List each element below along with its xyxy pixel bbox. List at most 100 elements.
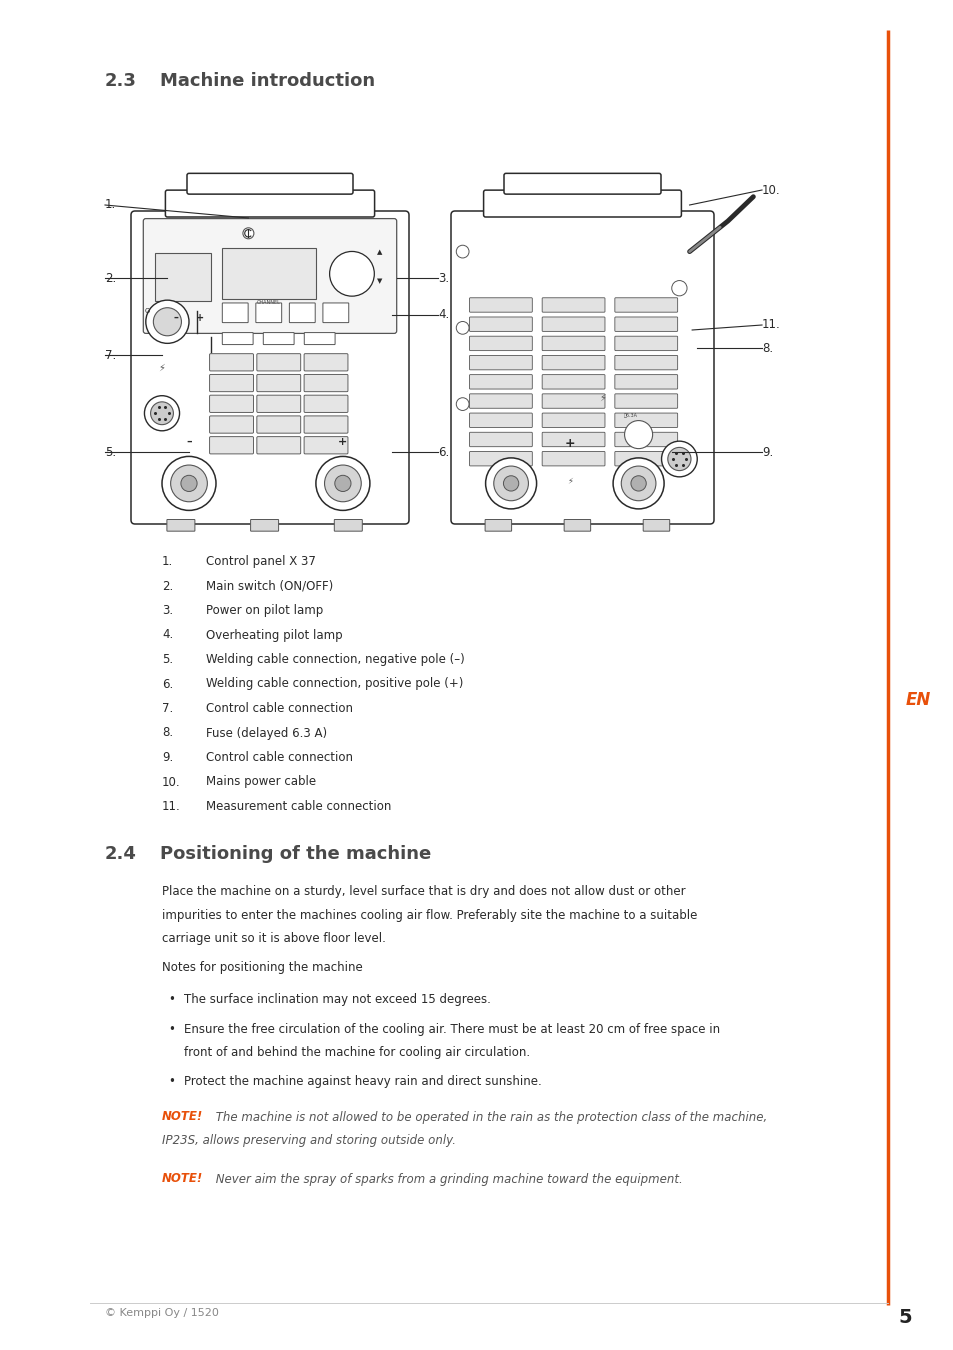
FancyBboxPatch shape <box>614 336 677 351</box>
Text: 1.: 1. <box>162 555 173 568</box>
Circle shape <box>162 456 215 510</box>
Text: 9.: 9. <box>761 446 773 459</box>
FancyBboxPatch shape <box>256 396 300 412</box>
FancyBboxPatch shape <box>304 374 348 392</box>
Text: 7.: 7. <box>105 348 116 362</box>
Circle shape <box>456 398 469 410</box>
Circle shape <box>620 466 656 501</box>
FancyBboxPatch shape <box>165 190 375 217</box>
Text: O: O <box>144 308 150 315</box>
Circle shape <box>671 281 686 296</box>
Text: ⚡: ⚡ <box>158 363 165 373</box>
Text: 11.: 11. <box>162 801 180 813</box>
FancyBboxPatch shape <box>304 332 335 344</box>
Circle shape <box>151 402 173 425</box>
FancyBboxPatch shape <box>541 413 604 428</box>
Circle shape <box>315 456 370 510</box>
Text: 4.: 4. <box>162 629 173 641</box>
FancyBboxPatch shape <box>210 374 253 392</box>
Text: Notes for positioning the machine: Notes for positioning the machine <box>162 960 362 973</box>
Text: 5.: 5. <box>162 653 172 666</box>
Text: 2.4: 2.4 <box>105 845 136 863</box>
Text: +: + <box>196 313 204 323</box>
FancyBboxPatch shape <box>451 211 713 524</box>
FancyBboxPatch shape <box>289 302 314 323</box>
FancyBboxPatch shape <box>255 302 281 323</box>
Circle shape <box>144 396 179 431</box>
FancyBboxPatch shape <box>221 247 315 298</box>
Text: Measurement cable connection: Measurement cable connection <box>206 801 391 813</box>
Text: 11.: 11. <box>761 319 780 332</box>
FancyBboxPatch shape <box>131 211 409 524</box>
FancyBboxPatch shape <box>222 332 253 344</box>
Circle shape <box>456 246 469 258</box>
Circle shape <box>667 447 690 471</box>
FancyBboxPatch shape <box>541 298 604 312</box>
Text: The surface inclination may not exceed 15 degrees.: The surface inclination may not exceed 1… <box>184 992 491 1006</box>
Text: ⚡: ⚡ <box>566 475 572 485</box>
Circle shape <box>146 300 189 343</box>
FancyBboxPatch shape <box>614 432 677 447</box>
Text: CHANNEL: CHANNEL <box>256 300 280 305</box>
FancyBboxPatch shape <box>263 332 294 344</box>
Text: 5.: 5. <box>105 446 116 459</box>
Circle shape <box>153 308 181 336</box>
FancyBboxPatch shape <box>642 520 669 531</box>
FancyBboxPatch shape <box>469 317 532 331</box>
FancyBboxPatch shape <box>469 394 532 408</box>
FancyBboxPatch shape <box>210 396 253 412</box>
FancyBboxPatch shape <box>614 451 677 466</box>
FancyBboxPatch shape <box>210 354 253 371</box>
FancyBboxPatch shape <box>256 354 300 371</box>
FancyBboxPatch shape <box>503 173 660 194</box>
Text: ⏻6.3A: ⏻6.3A <box>623 413 638 418</box>
Text: 2.: 2. <box>162 579 173 593</box>
FancyBboxPatch shape <box>469 298 532 312</box>
Text: carriage unit so it is above floor level.: carriage unit so it is above floor level… <box>162 931 385 945</box>
Circle shape <box>485 458 536 509</box>
Text: Control cable connection: Control cable connection <box>206 751 353 764</box>
Circle shape <box>181 475 197 491</box>
Text: front of and behind the machine for cooling air circulation.: front of and behind the machine for cool… <box>184 1046 530 1058</box>
Text: impurities to enter the machines cooling air flow. Preferably site the machine t: impurities to enter the machines cooling… <box>162 909 697 922</box>
Text: ▲: ▲ <box>376 248 381 255</box>
FancyBboxPatch shape <box>614 413 677 428</box>
Circle shape <box>494 466 528 501</box>
Text: 6.: 6. <box>162 678 173 690</box>
Text: •: • <box>169 1022 175 1035</box>
FancyBboxPatch shape <box>614 355 677 370</box>
Circle shape <box>324 464 361 502</box>
FancyBboxPatch shape <box>541 375 604 389</box>
FancyBboxPatch shape <box>469 355 532 370</box>
FancyBboxPatch shape <box>154 252 212 301</box>
Text: Positioning of the machine: Positioning of the machine <box>160 845 431 863</box>
Text: 3.: 3. <box>162 603 172 617</box>
FancyBboxPatch shape <box>222 302 248 323</box>
Text: 10.: 10. <box>761 184 780 197</box>
FancyBboxPatch shape <box>304 416 348 433</box>
Text: Place the machine on a sturdy, level surface that is dry and does not allow dust: Place the machine on a sturdy, level sur… <box>162 886 685 898</box>
Circle shape <box>243 228 253 239</box>
FancyBboxPatch shape <box>469 336 532 351</box>
Circle shape <box>503 475 518 491</box>
Text: NOTE!: NOTE! <box>162 1173 203 1185</box>
FancyBboxPatch shape <box>210 436 253 454</box>
FancyBboxPatch shape <box>614 298 677 312</box>
Text: •: • <box>169 1075 175 1088</box>
Circle shape <box>330 251 374 296</box>
FancyBboxPatch shape <box>251 520 278 531</box>
FancyBboxPatch shape <box>541 336 604 351</box>
Text: ▼: ▼ <box>376 278 381 285</box>
FancyBboxPatch shape <box>541 394 604 408</box>
FancyBboxPatch shape <box>614 317 677 331</box>
FancyBboxPatch shape <box>484 520 511 531</box>
Text: 9.: 9. <box>162 751 173 764</box>
FancyBboxPatch shape <box>563 520 590 531</box>
FancyBboxPatch shape <box>469 413 532 428</box>
Text: +: + <box>338 437 347 447</box>
Text: ⚡: ⚡ <box>598 393 606 404</box>
Circle shape <box>660 441 697 477</box>
Text: Power on pilot lamp: Power on pilot lamp <box>206 603 323 617</box>
Text: Control cable connection: Control cable connection <box>206 702 353 716</box>
FancyBboxPatch shape <box>304 436 348 454</box>
